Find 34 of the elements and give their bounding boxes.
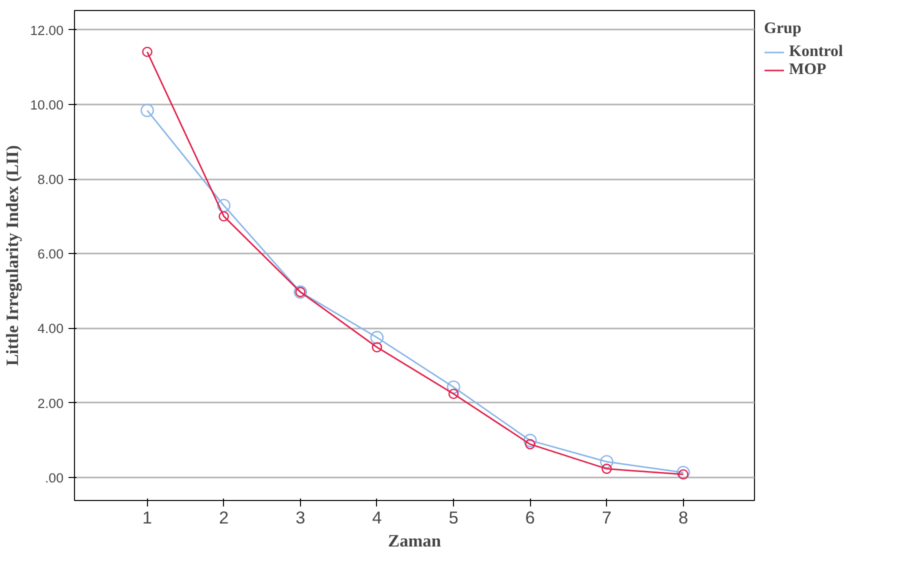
legend-title: Grup: [764, 20, 802, 38]
point: [448, 388, 459, 399]
point: [602, 464, 612, 474]
y-tick-label: 12.00: [30, 22, 64, 38]
point: [523, 434, 537, 448]
point: [600, 455, 614, 468]
legend-label: MOP: [789, 61, 826, 79]
legend-label: Kontrol: [789, 43, 843, 61]
x-tick-label: 5: [448, 508, 458, 528]
x-tick-label: 2: [219, 508, 229, 528]
y-tick-label: 8.00: [38, 172, 64, 188]
y-axis-title: Little Irregularity Index (LII): [3, 144, 22, 366]
y-tick-label: 10.00: [30, 97, 64, 112]
point: [676, 466, 690, 480]
point: [142, 46, 152, 58]
x-tick-label: 3: [296, 508, 306, 528]
x-tick-label: 1: [142, 508, 152, 528]
point: [217, 198, 230, 212]
x-tick-label: 6: [525, 508, 535, 528]
y-tick-label: .00: [44, 470, 64, 486]
x-tick-label: 4: [372, 508, 382, 528]
x-axis-title: Zaman: [388, 532, 442, 550]
point: [372, 342, 382, 352]
point: [370, 330, 384, 344]
point: [140, 104, 154, 118]
y-tick-label: 4.00: [38, 321, 64, 336]
point: [524, 439, 536, 450]
x-tick-label: 8: [678, 508, 688, 528]
x-tick-label: 7: [602, 508, 612, 528]
y-tick-label: 2.00: [38, 396, 64, 411]
point: [218, 211, 229, 222]
y-tick-label: 6.00: [38, 246, 64, 262]
point: [446, 380, 460, 394]
point: [678, 469, 688, 480]
